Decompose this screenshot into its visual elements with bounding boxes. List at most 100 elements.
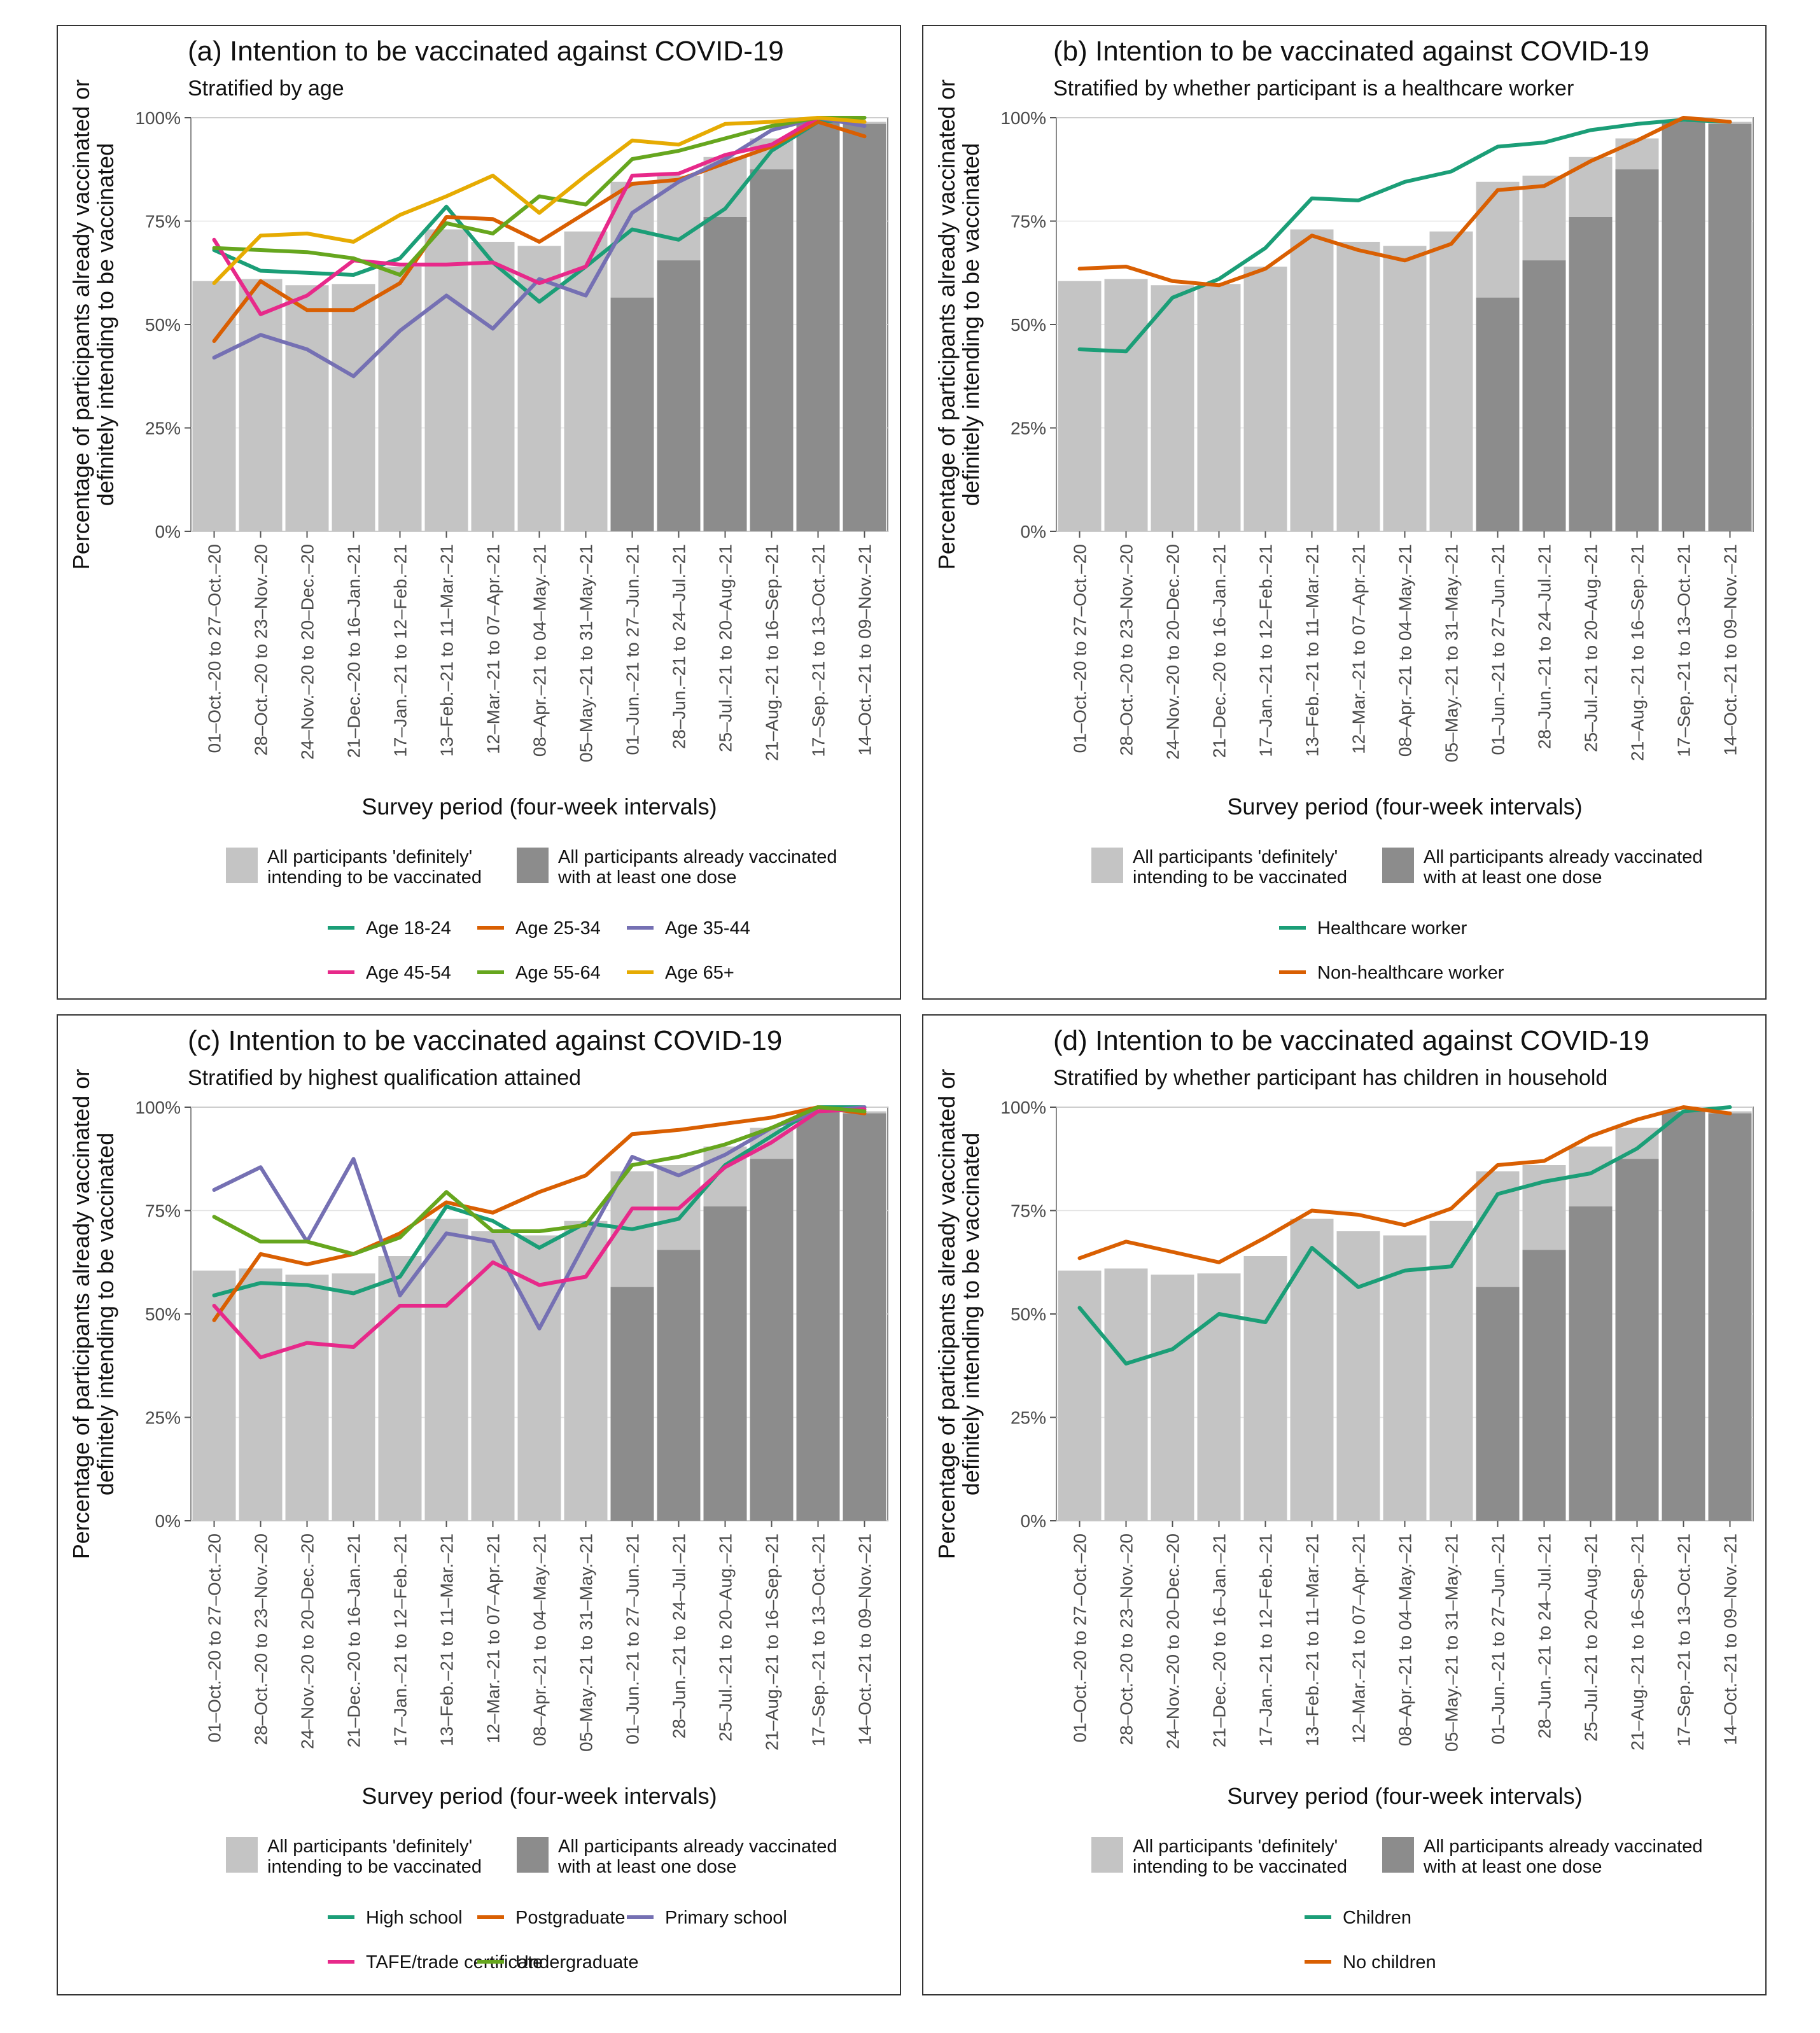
legend-label-intending-1: All participants 'definitely': [1133, 1836, 1338, 1857]
legend-label-vaccinated-1: All participants already vaccinated: [1424, 847, 1702, 867]
series-line-undergraduate: [212, 1105, 867, 1256]
x-tick-label: 21–Aug.–21 to 16–Sep.–21: [1628, 544, 1648, 761]
x-tick-label: 14–Oct.–21 to 09–Nov.–21: [1721, 1533, 1740, 1745]
x-tick-label: 14–Oct.–21 to 09–Nov.–21: [855, 1533, 875, 1745]
bar-vaccinated: [1476, 1287, 1520, 1521]
y-tick-label: 75%: [1011, 1201, 1046, 1221]
x-tick-label: 21–Aug.–21 to 16–Sep.–21: [762, 544, 782, 761]
series-line-age-65-: [212, 116, 867, 285]
legend-key-intending: [226, 848, 258, 883]
y-tick-label: 0%: [155, 1511, 181, 1531]
bar-intending: [1243, 267, 1287, 531]
bar-vaccinated: [1569, 217, 1613, 531]
legend-key-vaccinated: [517, 1837, 549, 1873]
panel-c: (c) Intention to be vaccinated against C…: [57, 1014, 901, 1995]
x-tick-label: 08–Apr.–21 to 04–May.–21: [530, 1533, 550, 1746]
x-tick-label: 08–Apr.–21 to 04–May.–21: [530, 544, 550, 757]
bar-vaccinated: [657, 260, 701, 531]
legend-label-vaccinated-1: All participants already vaccinated: [558, 847, 837, 867]
bar-intending: [1104, 1268, 1148, 1521]
x-tick-label: 01–Oct.–20 to 27–Oct.–20: [1070, 1533, 1090, 1742]
legend-series-label: Age 45-54: [366, 963, 451, 983]
y-tick-label: 75%: [145, 1201, 181, 1221]
x-tick-label: 21–Aug.–21 to 16–Sep.–21: [1628, 1533, 1648, 1750]
x-tick-label: 28–Oct.–20 to 23–Nov.–20: [251, 1533, 271, 1745]
bar-intending: [424, 229, 468, 531]
series-line-age-55-64: [212, 116, 867, 277]
bar-vaccinated: [703, 1206, 747, 1521]
bar-legend: All participants 'definitely'intending t…: [1091, 1836, 1702, 1877]
x-tick-label: 14–Oct.–21 to 09–Nov.–21: [855, 544, 875, 756]
panel-a: (a) Intention to be vaccinated against C…: [57, 25, 901, 1000]
legend-key-vaccinated: [1382, 848, 1414, 883]
bar-intending: [564, 231, 608, 531]
legend-key-intending: [1091, 1837, 1123, 1873]
bar-intending: [1104, 279, 1148, 531]
bar-vaccinated: [610, 297, 654, 531]
bar-intending: [285, 1275, 329, 1521]
x-tick-label: 28–Jun.–21 to 24–Jul.–21: [1535, 1533, 1555, 1738]
bar-legend: All participants 'definitely'intending t…: [226, 847, 837, 888]
legend-series-label: Postgraduate: [515, 1908, 626, 1928]
bar-intending: [1151, 1275, 1194, 1521]
x-tick-label: 28–Oct.–20 to 23–Nov.–20: [251, 544, 271, 756]
y-tick-label: 25%: [1011, 1408, 1046, 1428]
x-tick-label: 28–Jun.–21 to 24–Jul.–21: [669, 544, 689, 749]
bar-intending: [564, 1220, 608, 1521]
x-tick-label: 13–Feb.–21 to 11–Mar.–21: [437, 544, 457, 757]
x-tick-label: 21–Aug.–21 to 16–Sep.–21: [762, 1533, 782, 1750]
bar-intending: [332, 1273, 375, 1521]
bar-vaccinated: [1522, 260, 1566, 531]
bar-intending: [378, 267, 422, 531]
legend-label-vaccinated-2: with at least one dose: [1423, 867, 1602, 888]
series-line-children: [1077, 1105, 1732, 1366]
legend-series-label: Children: [1343, 1908, 1411, 1928]
chart-title: (c) Intention to be vaccinated against C…: [188, 1025, 782, 1056]
chart-subtitle: Stratified by highest qualification atta…: [188, 1066, 581, 1090]
y-axis-title-line2: definitely intending to be vaccinated: [958, 143, 984, 506]
x-tick-label: 25–Jul.–21 to 20–Aug.–21: [1581, 544, 1601, 752]
legend-series-label: No children: [1343, 1952, 1436, 1973]
series-legend: Age 18-24 Age 25-34 Age 35-44 Age 45-54 Age …: [328, 918, 750, 983]
x-tick-label: 01–Jun.–21 to 27–Jun.–21: [623, 1533, 643, 1745]
x-tick-label: 12–Mar.–21 to 07–Apr.–21: [484, 1533, 503, 1743]
x-tick-label: 05–May.–21 to 31–May.–21: [1442, 1533, 1462, 1752]
bar-intending: [1290, 1219, 1334, 1521]
series-line-non-healthcare-worker: [1077, 116, 1732, 288]
x-tick-label: 28–Oct.–20 to 23–Nov.–20: [1117, 544, 1137, 756]
x-axis-title: Survey period (four-week intervals): [1227, 793, 1582, 820]
x-tick-label: 24–Nov.–20 to 20–Dec.–20: [1163, 1533, 1183, 1749]
legend-series-label: Age 35-44: [665, 918, 750, 939]
legend-label-vaccinated-1: All participants already vaccinated: [558, 1836, 837, 1857]
series-line-age-35-44: [212, 116, 867, 379]
legend-key-vaccinated: [1382, 1837, 1414, 1873]
x-tick-label: 17–Jan.–21 to 12–Feb.–21: [391, 1533, 410, 1747]
x-axis-title: Survey period (four-week intervals): [361, 1783, 717, 1809]
x-axis-title: Survey period (four-week intervals): [1227, 1783, 1582, 1809]
bar-vaccinated: [610, 1287, 654, 1521]
legend-label-intending-1: All participants 'definitely': [1133, 847, 1338, 867]
y-tick-label: 100%: [135, 1098, 181, 1117]
series-line-age-45-54: [212, 116, 867, 316]
x-tick-label: 05–May.–21 to 31–May.–21: [577, 544, 596, 762]
y-tick-label: 0%: [1021, 1511, 1046, 1531]
y-tick-label: 25%: [145, 419, 181, 438]
bar-intending: [1197, 284, 1241, 531]
x-tick-label: 05–May.–21 to 31–May.–21: [1442, 544, 1462, 762]
bar-vaccinated: [843, 1113, 886, 1521]
x-tick-label: 01–Oct.–20 to 27–Oct.–20: [1070, 544, 1090, 753]
x-tick-label: 24–Nov.–20 to 20–Dec.–20: [298, 544, 318, 760]
legend-series-label: High school: [366, 1908, 463, 1928]
bar-intending: [1058, 1270, 1102, 1521]
series-line-healthcare-worker: [1077, 118, 1732, 354]
legend-label-intending-2: intending to be vaccinated: [267, 1857, 482, 1877]
bar-intending: [471, 1231, 515, 1521]
chart-subtitle: Stratified by whether participant is a h…: [1053, 76, 1574, 101]
series-line-postgraduate: [212, 1105, 867, 1322]
chart-title: (b) Intention to be vaccinated against C…: [1053, 36, 1649, 67]
x-tick-label: 01–Jun.–21 to 27–Jun.–21: [1488, 1533, 1508, 1745]
bar-intending: [1290, 229, 1334, 531]
x-tick-label: 01–Jun.–21 to 27–Jun.–21: [623, 544, 643, 755]
y-axis-title-line1: Percentage of participants already vacci…: [934, 1069, 960, 1559]
bar-intending: [1151, 285, 1194, 531]
